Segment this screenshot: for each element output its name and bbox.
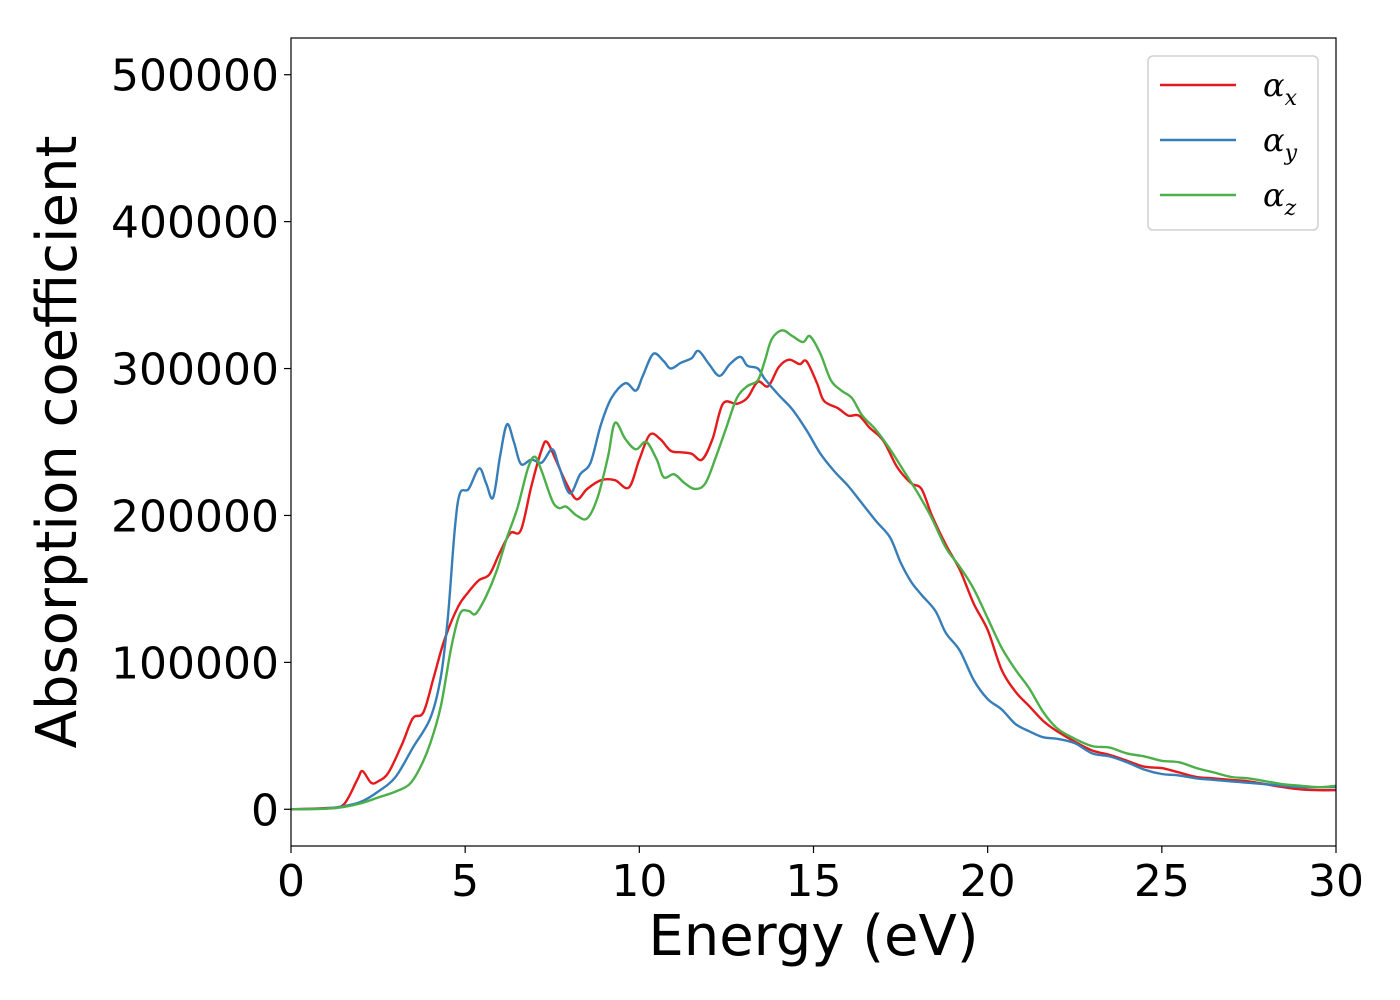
x-axis: 0 5 10 15 20 25 30 bbox=[277, 846, 1364, 907]
legend: αx αy αz bbox=[1147, 55, 1319, 231]
y-tick-label: 100000 bbox=[111, 638, 279, 689]
legend-label-x: αx bbox=[1263, 66, 1298, 111]
series-layer bbox=[291, 329, 1336, 811]
y-tick-label: 400000 bbox=[111, 198, 279, 249]
y-axis: 0 100000 200000 300000 400000 500000 bbox=[111, 51, 291, 836]
y-tick-label: 300000 bbox=[111, 345, 279, 396]
y-tick-label: 200000 bbox=[111, 491, 279, 542]
x-tick-label: 10 bbox=[611, 856, 667, 907]
x-tick-label: 0 bbox=[277, 856, 305, 907]
legend-box bbox=[1147, 55, 1319, 231]
x-tick-label: 15 bbox=[786, 856, 842, 907]
x-tick-label: 30 bbox=[1308, 856, 1364, 907]
x-axis-title: Energy (eV) bbox=[648, 904, 978, 969]
series-line-x bbox=[291, 358, 1336, 811]
y-axis-title: Absorption coefficient bbox=[25, 136, 90, 749]
x-tick-label: 20 bbox=[960, 856, 1016, 907]
series-line-y bbox=[291, 349, 1336, 811]
legend-label-y: αy bbox=[1263, 121, 1298, 166]
series-line-z bbox=[291, 329, 1336, 811]
x-tick-label: 25 bbox=[1134, 856, 1190, 907]
y-tick-label: 0 bbox=[251, 785, 279, 836]
y-tick-label: 500000 bbox=[111, 51, 279, 102]
legend-label-z: αz bbox=[1263, 176, 1297, 221]
x-tick-label: 5 bbox=[451, 856, 479, 907]
